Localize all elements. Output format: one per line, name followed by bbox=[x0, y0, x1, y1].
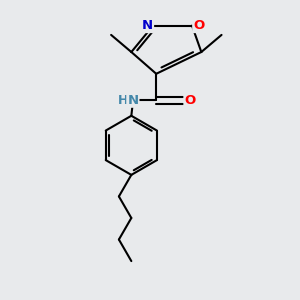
Text: H: H bbox=[118, 94, 128, 107]
Text: O: O bbox=[193, 19, 205, 32]
Text: N: N bbox=[127, 94, 139, 107]
Text: N: N bbox=[142, 19, 153, 32]
Text: O: O bbox=[184, 94, 196, 107]
